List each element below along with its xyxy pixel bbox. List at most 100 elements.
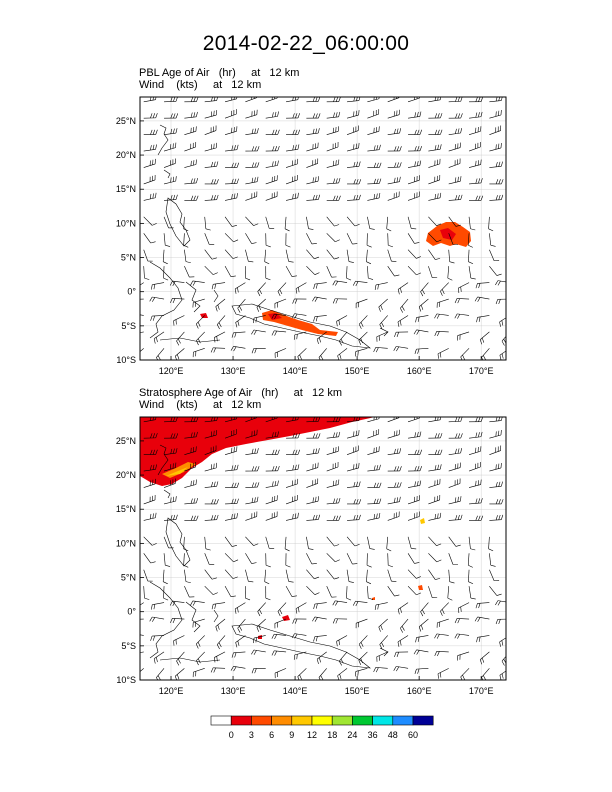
wind-barb — [326, 586, 337, 598]
wind-barb — [367, 482, 382, 488]
wind-barb — [190, 683, 204, 688]
wind-barb — [440, 602, 449, 616]
wind-barb — [374, 602, 388, 610]
wind-barb — [408, 145, 422, 152]
wind-barb — [448, 478, 461, 488]
wind-barb — [306, 569, 320, 580]
wind-barb — [210, 347, 226, 353]
wind-barb — [235, 635, 246, 648]
wind-barb — [489, 585, 502, 596]
wind-barb — [271, 330, 287, 336]
coast-borneo — [149, 261, 183, 339]
wind-barb — [265, 586, 271, 601]
wind-barb — [265, 449, 280, 455]
wind-barb — [169, 600, 185, 606]
wind-barb — [293, 651, 307, 660]
wind-barb — [347, 194, 361, 201]
wind-barb — [224, 429, 237, 439]
wind-barb — [204, 481, 219, 488]
wind-barb — [346, 536, 360, 547]
wind-barb — [245, 536, 259, 546]
wind-barb — [286, 449, 301, 455]
coast-sulawesi — [185, 601, 201, 633]
wind-barb — [355, 298, 368, 309]
wind-barb — [469, 178, 483, 185]
wind-barb — [151, 602, 165, 610]
wind-barb — [407, 511, 420, 521]
coast-hainan — [163, 489, 171, 499]
wind-barb — [448, 194, 463, 201]
wind-barb — [346, 142, 360, 152]
wind-barb — [265, 266, 271, 281]
coast-newguinea — [231, 303, 371, 349]
wind-barb — [143, 478, 156, 488]
wind-barb — [237, 298, 246, 313]
colorbar-swatch — [331, 715, 353, 726]
wind-barb — [489, 429, 502, 439]
wind-barb — [332, 280, 348, 286]
wind-barb — [376, 331, 388, 342]
wind-barb — [163, 553, 171, 567]
wind-barb — [428, 249, 441, 260]
wind-barb — [264, 249, 270, 265]
wind-barb — [204, 125, 217, 135]
wind-barb — [461, 685, 469, 698]
wind-barb — [367, 144, 381, 152]
wind-barb — [285, 174, 298, 185]
wind-barb — [224, 97, 238, 103]
wind-barb — [257, 602, 266, 617]
wind-barb — [313, 602, 327, 609]
wind-barb — [355, 618, 368, 629]
wind-barb — [428, 233, 442, 243]
wind-barb — [295, 602, 307, 614]
lon-label: 150°E — [345, 686, 370, 696]
wind-barb — [461, 365, 469, 378]
wind-barb — [295, 282, 307, 294]
lat-label: 10°N — [116, 218, 136, 228]
wind-barb — [510, 499, 524, 504]
wind-barb — [387, 146, 402, 152]
wind-barb — [306, 216, 314, 230]
wind-barb — [224, 126, 238, 135]
colorbar-swatch — [352, 715, 373, 726]
wind-barb — [196, 651, 205, 666]
wind-barb — [143, 113, 158, 119]
wind-barb — [313, 635, 327, 642]
wind-barb — [440, 282, 449, 296]
lat-label: 20°N — [116, 470, 136, 480]
wind-barb — [326, 249, 340, 260]
wind-barb — [367, 162, 382, 168]
wind-barb — [173, 315, 185, 326]
wind-barb — [316, 685, 326, 696]
wind-barb — [140, 282, 144, 286]
wind-barb — [291, 633, 307, 639]
wind-barb — [460, 668, 470, 680]
strat-age-spot-1 — [418, 585, 423, 590]
wind-barb — [164, 113, 179, 119]
wind-barb — [265, 495, 278, 505]
wind-barb — [184, 97, 199, 103]
lat-label: 20°N — [116, 150, 136, 160]
wind-barb — [251, 668, 266, 674]
strat-age-region-north — [140, 417, 375, 486]
coast-china — [157, 444, 169, 476]
wind-barb — [204, 216, 211, 231]
coast-lesser-sunda — [159, 337, 221, 343]
wind-barb — [224, 109, 237, 119]
wind-barb — [510, 586, 523, 595]
wind-barb — [143, 449, 158, 455]
wind-barb — [510, 266, 523, 275]
wind-barb — [326, 141, 339, 152]
pbl-age-patch-newguinea — [262, 310, 338, 336]
wind-barb — [346, 586, 352, 601]
wind-barb — [192, 348, 205, 358]
wind-barb — [136, 365, 144, 378]
colorbar-label: 60 — [408, 730, 418, 740]
lon-label: 120°E — [159, 686, 184, 696]
wind-barb — [428, 144, 442, 152]
wind-barb — [469, 417, 484, 423]
wind-barb — [251, 649, 266, 655]
wind-barb — [174, 348, 185, 360]
wind-barb — [143, 586, 150, 600]
wind-barb — [306, 158, 319, 168]
